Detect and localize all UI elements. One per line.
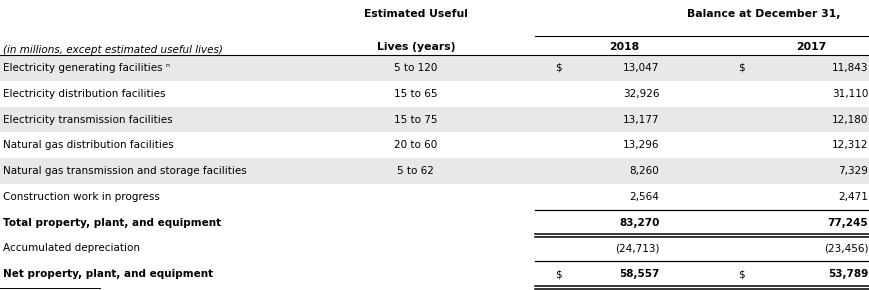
Text: (in millions, except estimated useful lives): (in millions, except estimated useful li… [3, 45, 223, 55]
FancyBboxPatch shape [0, 55, 869, 81]
Text: 15 to 65: 15 to 65 [394, 89, 437, 99]
Text: 13,177: 13,177 [622, 115, 659, 124]
Text: Electricity distribution facilities: Electricity distribution facilities [3, 89, 166, 99]
Text: Construction work in progress: Construction work in progress [3, 192, 160, 202]
Text: Estimated Useful: Estimated Useful [363, 9, 468, 19]
Text: 2,564: 2,564 [629, 192, 659, 202]
Text: 7,329: 7,329 [838, 166, 867, 176]
Text: 5 to 62: 5 to 62 [397, 166, 434, 176]
Text: 5 to 120: 5 to 120 [394, 63, 437, 73]
Text: 8,260: 8,260 [629, 166, 659, 176]
Text: 83,270: 83,270 [619, 218, 659, 228]
Text: $: $ [737, 269, 744, 279]
Text: 2,471: 2,471 [838, 192, 867, 202]
Text: 13,047: 13,047 [622, 63, 659, 73]
Text: Natural gas transmission and storage facilities: Natural gas transmission and storage fac… [3, 166, 247, 176]
Text: 53,789: 53,789 [827, 269, 867, 279]
Text: 2018: 2018 [609, 42, 639, 52]
Text: $: $ [554, 63, 561, 73]
Text: 77,245: 77,245 [826, 218, 867, 228]
Text: $: $ [737, 63, 744, 73]
Text: $: $ [554, 269, 561, 279]
Text: 2017: 2017 [796, 42, 826, 52]
FancyBboxPatch shape [0, 158, 869, 184]
Text: Accumulated depreciation: Accumulated depreciation [3, 243, 140, 253]
Text: 31,110: 31,110 [831, 89, 867, 99]
Text: (23,456): (23,456) [823, 243, 867, 253]
Text: Balance at December 31,: Balance at December 31, [687, 9, 839, 19]
Text: Electricity transmission facilities: Electricity transmission facilities [3, 115, 173, 124]
Text: 15 to 75: 15 to 75 [394, 115, 437, 124]
Text: (24,713): (24,713) [614, 243, 659, 253]
Text: Net property, plant, and equipment: Net property, plant, and equipment [3, 269, 214, 279]
Text: 58,557: 58,557 [619, 269, 659, 279]
Text: Total property, plant, and equipment: Total property, plant, and equipment [3, 218, 222, 228]
Text: Electricity generating facilities ⁿ: Electricity generating facilities ⁿ [3, 63, 170, 73]
Text: 13,296: 13,296 [622, 140, 659, 150]
Text: 12,180: 12,180 [831, 115, 867, 124]
Text: 11,843: 11,843 [831, 63, 867, 73]
FancyBboxPatch shape [0, 107, 869, 133]
Text: Lives (years): Lives (years) [376, 42, 454, 52]
Text: Natural gas distribution facilities: Natural gas distribution facilities [3, 140, 174, 150]
Text: 20 to 60: 20 to 60 [394, 140, 437, 150]
Text: 32,926: 32,926 [622, 89, 659, 99]
Text: 12,312: 12,312 [831, 140, 867, 150]
